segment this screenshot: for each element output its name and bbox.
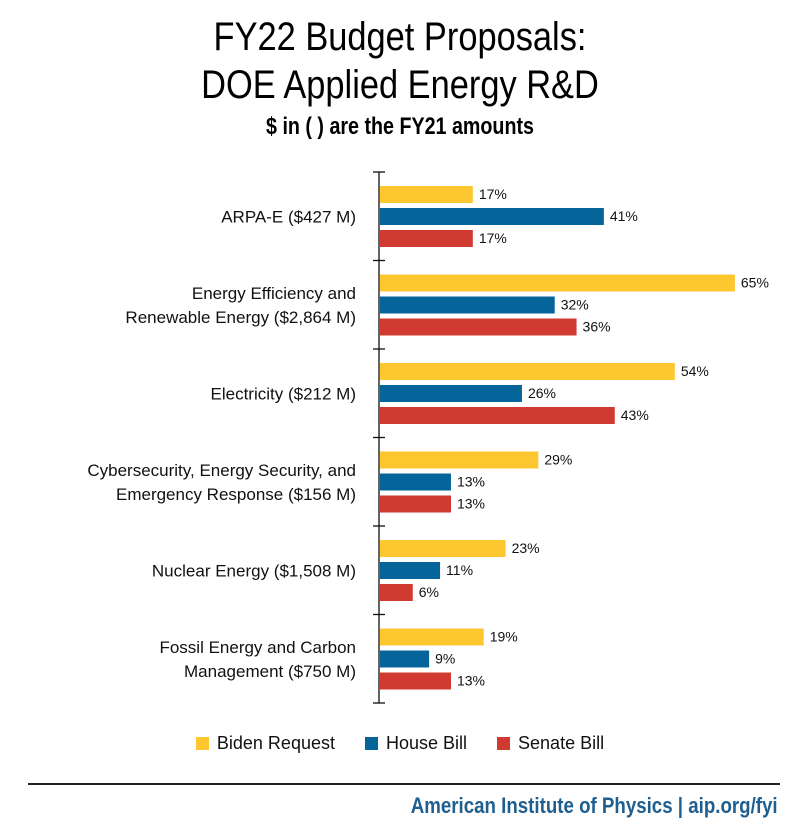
data-label: 54% xyxy=(681,363,709,379)
data-label: 32% xyxy=(561,297,589,313)
bar-senate-bill xyxy=(380,495,451,513)
legend-item-biden: Biden Request xyxy=(195,733,335,754)
bar-biden-request xyxy=(380,363,675,380)
legend-swatch-biden xyxy=(195,737,209,750)
bar-house-bill xyxy=(380,385,522,402)
data-label: 36% xyxy=(583,319,611,335)
bar-senate-bill xyxy=(380,584,413,601)
category-label: ARPA-E ($427 M) xyxy=(221,207,356,226)
data-label: 6% xyxy=(419,584,439,600)
data-label: 65% xyxy=(741,275,769,291)
data-label: 26% xyxy=(528,385,556,401)
bar-house-bill xyxy=(380,473,451,491)
bar-biden-request xyxy=(380,451,539,469)
bar-biden-request xyxy=(380,628,484,646)
bar-senate-bill xyxy=(380,318,577,336)
data-label: 13% xyxy=(457,474,485,490)
chart-title-line1: FY22 Budget Proposals: xyxy=(213,15,587,59)
bar-house-bill xyxy=(380,650,430,668)
data-label: 17% xyxy=(479,230,507,246)
bar-house-bill xyxy=(380,296,555,314)
category-label: Nuclear Energy ($1,508 M) xyxy=(152,561,356,580)
category-label: Cybersecurity, Energy Security, and xyxy=(87,461,356,480)
legend-label-house: House Bill xyxy=(385,733,468,753)
legend-item-house: House Bill xyxy=(364,733,468,754)
category-label: Renewable Energy ($2,864 M) xyxy=(125,308,356,327)
data-label: 11% xyxy=(446,562,473,578)
bar-biden-request xyxy=(380,274,735,292)
data-label: 19% xyxy=(490,629,518,645)
category-label: Electricity ($212 M) xyxy=(211,384,356,403)
legend: Biden Request House Bill Senate Bill xyxy=(0,733,800,754)
bar-senate-bill xyxy=(380,672,451,690)
data-label: 43% xyxy=(621,407,649,423)
legend-swatch-house xyxy=(364,737,378,750)
data-label: 29% xyxy=(544,452,572,468)
category-label: Emergency Response ($156 M) xyxy=(116,485,356,504)
bar-chart: ARPA-E ($427 M) 17% 41% 17% Energy Efficienc… xyxy=(87,171,769,704)
data-label: 41% xyxy=(610,208,638,224)
category-label: Energy Efficiency and xyxy=(192,284,356,303)
category-label: Fossil Energy and Carbon xyxy=(159,638,356,657)
data-label: 17% xyxy=(479,186,507,202)
data-label: 9% xyxy=(435,651,455,667)
bar-senate-bill xyxy=(380,407,615,424)
bar-biden-request xyxy=(380,186,473,203)
bar-senate-bill xyxy=(380,230,473,247)
data-label: 23% xyxy=(512,540,540,556)
chart-subtitle: $ in ( ) are the FY21 amounts xyxy=(266,113,534,140)
chart-title-line2: DOE Applied Energy R&D xyxy=(201,63,599,107)
bar-house-bill xyxy=(380,208,604,225)
legend-label-biden: Biden Request xyxy=(216,733,335,753)
bar-biden-request xyxy=(380,540,506,557)
legend-item-senate: Senate Bill xyxy=(497,733,604,754)
category-label: Management ($750 M) xyxy=(184,662,356,681)
legend-label-senate: Senate Bill xyxy=(518,733,605,753)
footer-divider xyxy=(28,783,780,785)
data-label: 13% xyxy=(457,496,485,512)
bar-house-bill xyxy=(380,562,441,579)
footer-credit: American Institute of Physics | aip.org/… xyxy=(411,793,778,818)
data-label: 13% xyxy=(457,673,485,689)
legend-swatch-senate xyxy=(497,737,511,750)
